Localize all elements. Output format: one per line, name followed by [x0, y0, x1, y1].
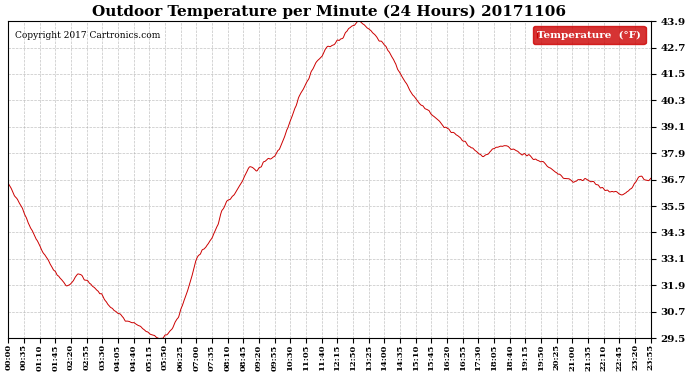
Legend: Temperature  (°F): Temperature (°F)	[533, 26, 646, 44]
Text: Copyright 2017 Cartronics.com: Copyright 2017 Cartronics.com	[14, 31, 160, 40]
Title: Outdoor Temperature per Minute (24 Hours) 20171106: Outdoor Temperature per Minute (24 Hours…	[92, 4, 566, 18]
